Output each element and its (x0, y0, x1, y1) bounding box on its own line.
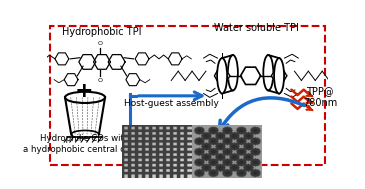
Text: TPP@
780nm: TPP@ 780nm (303, 87, 337, 108)
Text: Hydrophilic CDs with
a hydrophobic central cavity: Hydrophilic CDs with a hydrophobic centr… (23, 134, 147, 154)
Text: Host-guest assembly: Host-guest assembly (124, 99, 219, 108)
Text: Hydrophobic TPI: Hydrophobic TPI (62, 27, 142, 37)
Ellipse shape (274, 58, 284, 94)
Polygon shape (272, 69, 287, 82)
Text: O: O (98, 41, 103, 46)
Text: O: O (98, 78, 103, 83)
Ellipse shape (263, 55, 273, 91)
Text: +: + (74, 81, 93, 101)
Polygon shape (214, 69, 230, 82)
Text: 3D Hydrogels: 3D Hydrogels (175, 147, 241, 157)
Text: Water soluble TPI: Water soluble TPI (214, 23, 299, 33)
Ellipse shape (217, 58, 227, 94)
Polygon shape (241, 67, 261, 84)
Ellipse shape (228, 55, 238, 91)
